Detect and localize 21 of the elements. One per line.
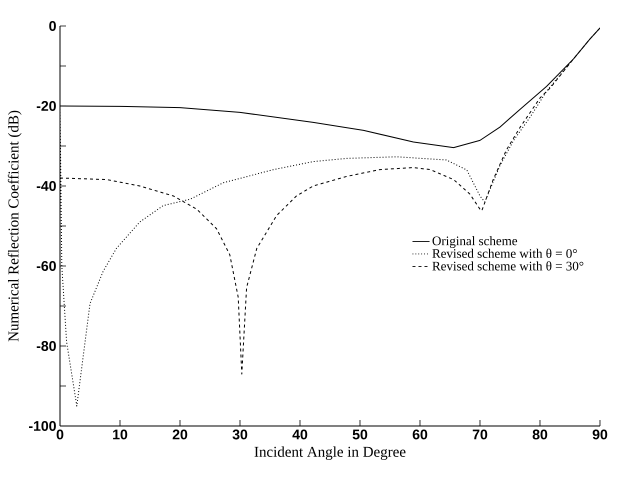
y-axis-title: Numerical Reflection Coefficient (dB) — [8, 110, 22, 342]
y-tick-label: -40 — [36, 181, 56, 191]
x-axis-title: Incident Angle in Degree — [254, 446, 406, 460]
y-tick-label: -20 — [36, 101, 56, 111]
legend-label: Original scheme — [432, 236, 518, 248]
x-tick-label: 20 — [172, 430, 188, 440]
x-tick-label: 30 — [232, 430, 248, 440]
x-tick-label: 10 — [113, 430, 128, 440]
legend-label: Revised scheme with θ = 0° — [432, 248, 577, 258]
x-tick-label: 70 — [472, 430, 488, 440]
y-tick-label: -100 — [29, 421, 56, 431]
y-tick-label: -80 — [36, 341, 56, 351]
x-tick-label: 40 — [292, 430, 308, 440]
y-tick-label: -60 — [36, 261, 56, 271]
x-tick-label: 60 — [412, 430, 428, 440]
legend-label: Revised scheme with θ = 30° — [432, 261, 584, 270]
x-tick-label: 50 — [352, 430, 368, 440]
x-tick-label: 90 — [592, 430, 608, 440]
x-tick-label: 80 — [532, 430, 548, 440]
x-tick-label: 0 — [56, 430, 64, 440]
y-tick-label: 0 — [49, 21, 56, 31]
